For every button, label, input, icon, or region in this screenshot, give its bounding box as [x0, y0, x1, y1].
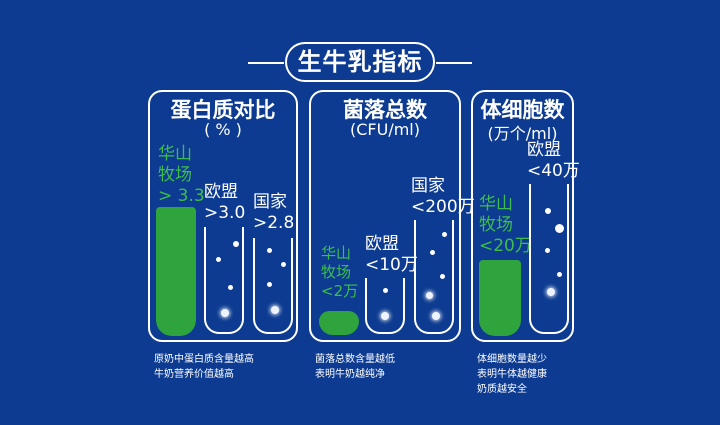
protein-huashan-label: 华山 牧场 > 3.3	[158, 144, 205, 207]
protein-eu-value: >3.0	[204, 203, 246, 223]
somatic-eu-line1: 欧盟	[527, 140, 561, 160]
protein-huashan-line1: 华山	[158, 144, 192, 164]
somatic-eu-tube	[529, 184, 569, 334]
bacteria-title: 菌落总数	[343, 98, 427, 122]
protein-huashan-line2: 牧场	[158, 165, 192, 185]
bacteria-dot	[381, 312, 389, 320]
bacteria-national-label: 国家 <200万	[411, 176, 475, 218]
bacteria-eu-label: 欧盟 <10万	[365, 234, 418, 276]
protein-title: 蛋白质对比	[170, 98, 276, 122]
somatic-title: 体细胞数	[480, 98, 565, 122]
somatic-note-line2: 表明牛体越健康	[477, 369, 547, 380]
bacteria-huashan-value: <2万	[321, 282, 359, 300]
bacteria-dot	[271, 306, 279, 314]
bubble-dot	[267, 282, 272, 287]
protein-eu-label: 欧盟 >3.0	[204, 182, 245, 224]
bacteria-huashan-line1: 华山	[321, 244, 352, 262]
bubble-dot	[233, 241, 239, 247]
somatic-note-line3: 奶质越安全	[477, 384, 527, 395]
somatic-huashan-value: <20万	[479, 236, 532, 256]
protein-panel: 蛋白质对比 ( % ) 华山 牧场 > 3.3 欧盟 >3.0 国家 >2.8	[148, 90, 298, 342]
bacteria-note: 菌落总数含量越低 表明牛奶越纯净	[315, 352, 395, 382]
protein-eu-line1: 欧盟	[204, 182, 238, 202]
somatic-note: 体细胞数量越少 表明牛体越健康 奶质越安全	[477, 352, 547, 397]
somatic-huashan-bar	[479, 260, 521, 336]
somatic-eu-label: 欧盟 <40万	[527, 140, 580, 182]
title-line-right	[436, 62, 472, 64]
protein-national-value: >2.8	[253, 213, 295, 233]
bacteria-dot	[221, 309, 229, 317]
somatic-eu-value: <40万	[527, 161, 580, 181]
protein-note-line2: 牛奶营养价值越高	[154, 369, 234, 380]
bacteria-dot	[432, 312, 440, 320]
bacteria-national-line1: 国家	[411, 176, 445, 196]
bacteria-dot	[547, 288, 555, 296]
bacteria-huashan-label: 华山 牧场 <2万	[321, 244, 358, 301]
bacteria-huashan-bar	[319, 311, 359, 335]
somatic-unit: (万个/ml)	[487, 124, 558, 143]
bubble-dot	[442, 232, 447, 237]
bubble-dot	[430, 250, 435, 255]
protein-huashan-value: > 3.3	[158, 186, 205, 206]
title-bar: 生牛乳指标	[0, 40, 720, 84]
bubble-dot	[216, 257, 221, 262]
bubble-dot	[555, 224, 564, 233]
somatic-huashan-label: 华山 牧场 <20万	[479, 194, 532, 257]
bacteria-unit: (CFU/ml)	[350, 120, 420, 139]
somatic-huashan-line2: 牧场	[479, 215, 513, 235]
somatic-cell-panel: 体细胞数 (万个/ml) 华山 牧场 <20万 欧盟 <40万	[471, 90, 580, 342]
somatic-huashan-line1: 华山	[479, 194, 513, 214]
page-title: 生牛乳指标	[285, 42, 435, 82]
title-line-left	[248, 62, 284, 64]
protein-note: 原奶中蛋白质含量越高 牛奶营养价值越高	[154, 352, 254, 382]
bacteria-note-line1: 菌落总数含量越低	[315, 354, 395, 365]
protein-national-label: 国家 >2.8	[253, 192, 294, 234]
bubble-dot	[228, 285, 233, 290]
protein-eu-tube	[204, 227, 244, 334]
protein-national-tube	[253, 238, 293, 334]
somatic-note-line1: 体细胞数量越少	[477, 354, 547, 365]
protein-unit: ( % )	[204, 120, 242, 139]
bubble-dot	[383, 288, 388, 293]
bacteria-eu-line1: 欧盟	[365, 234, 399, 254]
bacteria-eu-value: <10万	[365, 255, 418, 275]
bacteria-national-value: <200万	[411, 197, 475, 217]
bubble-dot	[545, 208, 551, 214]
bubble-dot	[281, 262, 286, 267]
bacteria-dot	[426, 292, 433, 299]
bacteria-eu-tube	[365, 278, 405, 334]
bubble-dot	[557, 272, 562, 277]
bacteria-panel: 菌落总数 (CFU/ml) 华山 牧场 <2万 欧盟 <10万 国家 <200万	[309, 90, 475, 342]
protein-huashan-bar	[156, 207, 196, 336]
bubble-dot	[267, 248, 272, 253]
bacteria-huashan-line2: 牧场	[321, 263, 352, 281]
bubble-dot	[545, 248, 550, 253]
bacteria-national-tube	[414, 220, 454, 334]
bubble-dot	[440, 274, 445, 279]
bacteria-note-line2: 表明牛奶越纯净	[315, 369, 385, 380]
protein-note-line1: 原奶中蛋白质含量越高	[154, 354, 254, 365]
protein-national-line1: 国家	[253, 192, 287, 212]
